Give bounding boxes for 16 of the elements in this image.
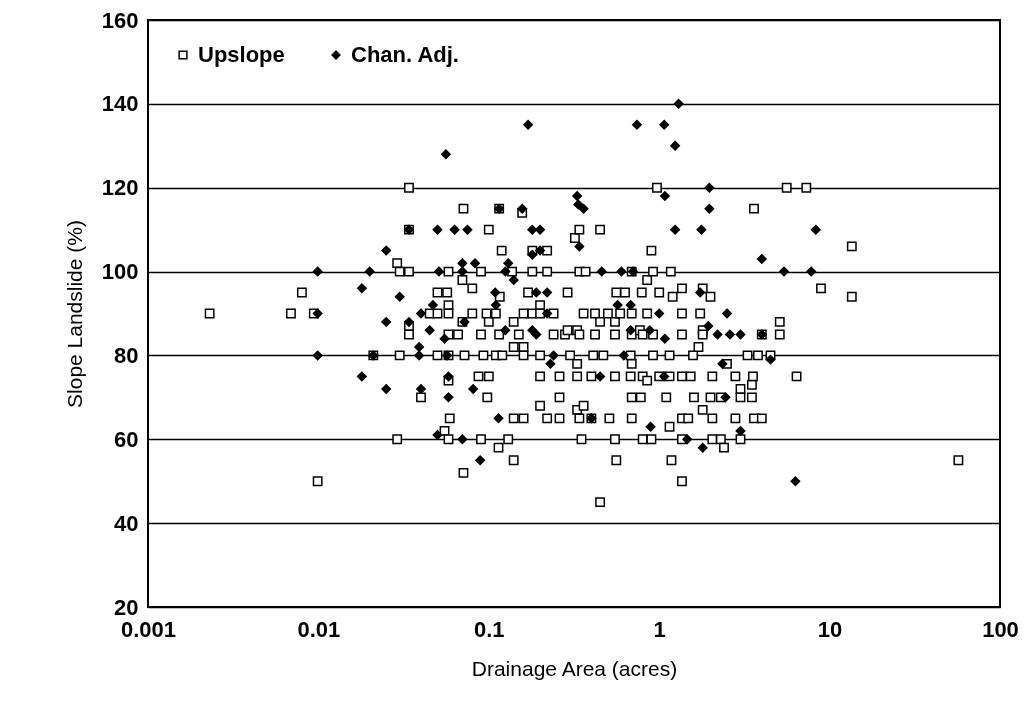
- y-tick-label: 120: [101, 175, 139, 201]
- y-tick-label: 80: [114, 342, 139, 368]
- y-tick-label: 100: [101, 259, 139, 285]
- legend-label: Upslope: [198, 42, 285, 67]
- x-tick-label: 100: [982, 616, 1019, 642]
- x-tick-label: 0.1: [474, 616, 505, 642]
- legend-label: Chan. Adj.: [351, 42, 459, 67]
- x-tick-label: 0.01: [297, 616, 341, 642]
- x-tick-label: 1: [653, 616, 666, 642]
- y-axis-title: Slope Landslide (%): [62, 220, 86, 408]
- y-tick-label: 40: [114, 510, 139, 536]
- y-tick-label: 60: [114, 426, 139, 452]
- y-tick-label: 160: [101, 7, 139, 33]
- x-axis-title: Drainage Area (acres): [471, 656, 678, 680]
- y-tick-label: 140: [101, 91, 139, 117]
- x-tick-label: 10: [817, 616, 843, 642]
